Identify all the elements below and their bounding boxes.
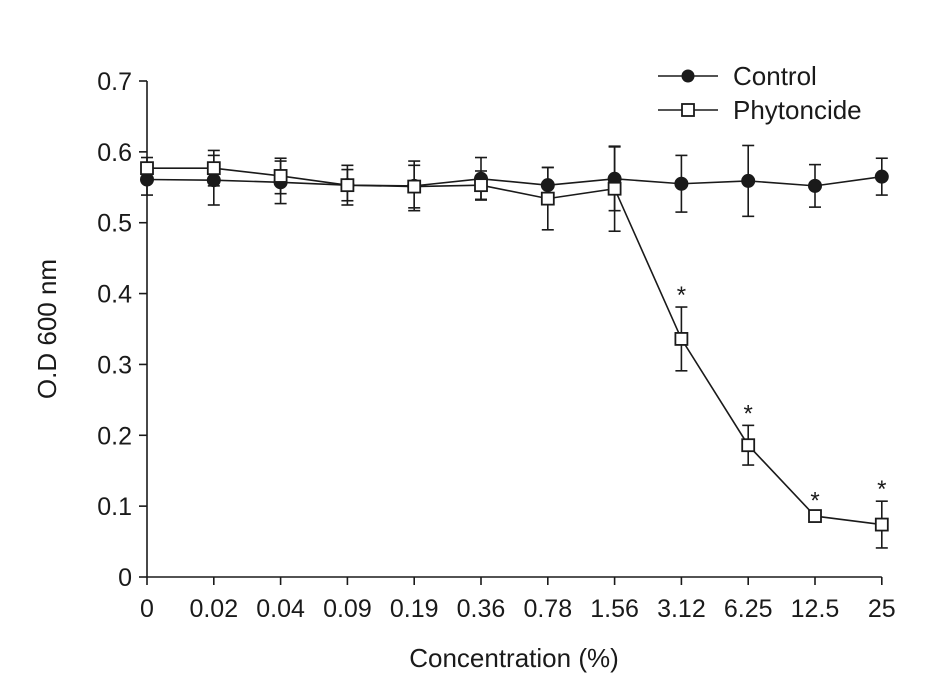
x-tick-label: 0.04 [256,595,305,623]
x-tick-label: 0.78 [523,595,572,623]
x-tick-label: 0.19 [390,595,439,623]
data-point [674,176,689,191]
data-point [607,181,622,196]
plot-area: * * * * [140,144,889,549]
legend: Control Phytoncide [658,61,862,125]
x-tick-label: 0 [140,595,154,623]
y-tick-label: 0.4 [97,281,132,309]
legend-label: Control [733,61,817,91]
data-point [140,161,154,176]
series-line [146,175,882,187]
x-tick-label: 3.12 [657,595,706,623]
axes: 0 0.1 0.2 0.3 0.4 0.5 0.6 0.7 0 0.02 0.04 0.09 0.19 0… [97,68,895,623]
significance-marker: * [877,476,886,503]
y-tick-label: 0.1 [97,493,132,521]
data-point [474,178,488,193]
legend-label: Phytoncide [733,95,862,125]
legend-marker [681,69,695,83]
data-point [407,179,422,194]
x-tick-label: 25 [868,595,896,623]
x-tick-label: 1.56 [590,595,639,623]
series-line [147,167,882,526]
x-tick-label: 0.36 [457,595,506,623]
significance-marker: * [810,488,819,515]
data-point [540,191,555,206]
significance-marker: * [744,400,753,427]
data-point [674,332,689,346]
x-tick-label: 12.5 [791,595,840,623]
y-axis-label: O.D 600 nm [32,259,62,399]
y-tick-label: 0.3 [97,351,132,379]
significance-marker: * [677,282,686,309]
data-point [874,517,889,532]
series-control [140,144,889,218]
y-tick-label: 0.2 [97,422,132,450]
series-phytoncide: * * * * [140,145,889,549]
x-tick-label: 0.02 [189,595,238,623]
x-tick-label: 6.25 [724,595,773,623]
data-point [808,509,822,523]
data-point [741,438,756,453]
legend-marker [681,103,695,117]
data-point [874,169,889,184]
data-point [340,178,355,193]
data-point [273,169,288,183]
x-tick-label: 0.09 [323,595,372,623]
y-tick-label: 0 [118,564,132,592]
data-point [206,161,221,176]
data-point [808,178,822,193]
legend-item-phytoncide: Phytoncide [658,95,862,125]
legend-item-control: Control [658,61,817,91]
y-tick-label: 0.6 [97,139,132,167]
data-point [741,173,756,188]
x-axis-label: Concentration (%) [409,643,619,673]
y-tick-label: 0.7 [97,68,132,96]
y-tick-label: 0.5 [97,210,132,238]
